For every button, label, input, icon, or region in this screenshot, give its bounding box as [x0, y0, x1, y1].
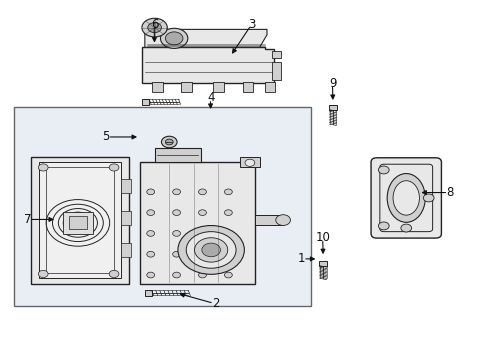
- FancyBboxPatch shape: [371, 158, 441, 238]
- Circle shape: [172, 210, 180, 216]
- Circle shape: [147, 189, 155, 195]
- Circle shape: [423, 194, 434, 202]
- Circle shape: [38, 270, 48, 278]
- Text: 3: 3: [248, 18, 256, 31]
- Circle shape: [224, 272, 232, 278]
- Circle shape: [172, 251, 180, 257]
- Text: 7: 7: [24, 213, 31, 226]
- Bar: [272, 51, 281, 58]
- Bar: [145, 290, 152, 296]
- Text: 4: 4: [207, 91, 215, 104]
- Bar: [121, 179, 131, 193]
- Circle shape: [186, 231, 236, 268]
- Circle shape: [109, 164, 119, 171]
- Circle shape: [195, 238, 228, 262]
- Circle shape: [378, 166, 389, 174]
- Circle shape: [172, 230, 180, 236]
- Circle shape: [147, 251, 155, 257]
- Ellipse shape: [387, 174, 425, 222]
- Circle shape: [109, 270, 119, 278]
- Circle shape: [147, 272, 155, 278]
- Bar: [265, 82, 275, 92]
- Circle shape: [161, 136, 177, 148]
- Text: 2: 2: [212, 297, 220, 310]
- Bar: [255, 215, 283, 225]
- Circle shape: [378, 222, 389, 230]
- Bar: [181, 82, 192, 92]
- Text: 10: 10: [316, 231, 331, 244]
- Polygon shape: [145, 30, 267, 47]
- Bar: [140, 162, 255, 284]
- Bar: [14, 107, 312, 306]
- Circle shape: [165, 32, 183, 45]
- Bar: [31, 157, 129, 284]
- Bar: [155, 148, 201, 162]
- Bar: [329, 105, 337, 110]
- Bar: [39, 162, 121, 278]
- Bar: [46, 167, 114, 273]
- Bar: [272, 62, 281, 80]
- Text: 5: 5: [102, 130, 109, 144]
- Circle shape: [172, 189, 180, 195]
- Circle shape: [172, 272, 180, 278]
- Text: 9: 9: [329, 77, 337, 90]
- Circle shape: [147, 210, 155, 216]
- Polygon shape: [143, 47, 274, 83]
- Bar: [319, 261, 327, 266]
- Text: 1: 1: [297, 252, 305, 265]
- Circle shape: [198, 210, 206, 216]
- Circle shape: [142, 18, 167, 37]
- Text: 8: 8: [446, 186, 454, 199]
- Circle shape: [276, 215, 291, 225]
- Circle shape: [401, 224, 412, 232]
- Bar: [213, 82, 224, 92]
- Circle shape: [160, 28, 188, 48]
- Bar: [243, 82, 253, 92]
- Bar: [63, 212, 93, 234]
- Circle shape: [224, 210, 232, 216]
- Bar: [69, 216, 87, 229]
- Bar: [152, 82, 163, 92]
- Text: 6: 6: [151, 18, 158, 31]
- Circle shape: [147, 230, 155, 236]
- Ellipse shape: [393, 181, 419, 215]
- Circle shape: [224, 230, 232, 236]
- Bar: [240, 157, 260, 167]
- Circle shape: [178, 226, 245, 274]
- Circle shape: [148, 23, 161, 33]
- Circle shape: [202, 243, 220, 257]
- Circle shape: [198, 230, 206, 236]
- Circle shape: [245, 159, 255, 166]
- Circle shape: [224, 189, 232, 195]
- Bar: [121, 243, 131, 257]
- Circle shape: [198, 251, 206, 257]
- Bar: [143, 99, 149, 105]
- Circle shape: [198, 272, 206, 278]
- Circle shape: [198, 189, 206, 195]
- Bar: [121, 211, 131, 225]
- Circle shape: [38, 164, 48, 171]
- Circle shape: [224, 251, 232, 257]
- Circle shape: [165, 139, 173, 145]
